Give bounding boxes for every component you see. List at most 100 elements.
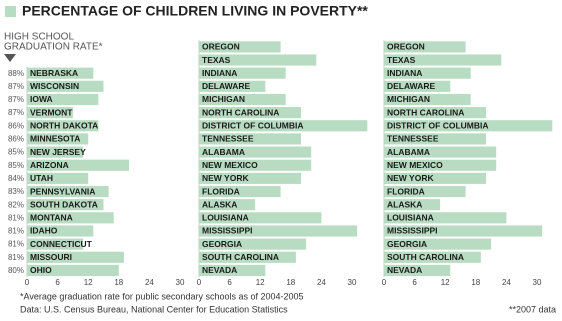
category-label: ALASKA [202,199,237,209]
bar [27,251,124,263]
bar [199,133,301,145]
bar [27,67,94,79]
x-tick-label: 6 [227,278,232,287]
bar [199,146,312,158]
graduation-rate: 87% [8,82,24,91]
bar [27,225,94,237]
category-label: NEBRASKA [30,68,78,78]
bar [384,212,507,224]
category-label: IOWA [30,94,53,104]
bar [384,159,497,171]
bar [199,107,301,119]
category-label: ALASKA [387,199,422,209]
category-label: NEVADA [387,265,422,275]
x-tick-label: 6 [412,278,417,287]
category-label: MINNESOTA [30,134,80,144]
category-label: MONTANA [30,213,73,223]
category-label: GEORGIA [387,239,427,249]
bar [384,199,441,211]
category-label: OHIO [30,265,52,275]
category-label: MICHIGAN [387,94,430,104]
category-label: DISTRICT OF COLUMBIA [387,121,489,131]
graduation-rate: 83% [8,187,24,196]
header-arrow [4,54,16,62]
category-label: NEW MEXICO [202,160,258,170]
bar [384,80,451,92]
bar [27,185,109,198]
graduation-rate: 82% [8,200,24,209]
category-label: MISSISSIPPI [202,226,253,236]
bar [27,199,104,211]
x-tick-label: 0 [197,278,202,287]
x-tick-label: 0 [25,278,30,287]
bar [384,133,486,145]
graduation-rate: 81% [8,227,24,236]
graduation-rate: 80% [8,266,24,275]
bar [199,54,317,66]
bar [384,67,471,79]
category-label: NEW YORK [202,173,249,183]
category-label: NORTH DAKOTA [30,121,98,131]
category-label: MISSISSIPPI [387,226,438,236]
bar [27,264,119,276]
bar [199,159,312,171]
x-tick-label: 0 [382,278,387,287]
bar [199,264,266,276]
graduation-rate: 86% [8,121,24,130]
category-label: ARIZONA [30,160,69,170]
bar [384,41,466,53]
bar [27,133,89,145]
bar [199,120,368,132]
x-tick-label: 30 [348,278,357,287]
footnote: *Average graduation rate for public seco… [20,291,304,301]
category-label: SOUTH CAROLINA [202,252,279,262]
x-tick-label: 18 [471,278,480,287]
category-label: CONNECTICUT [30,239,93,249]
graduation-rate: 85% [8,161,24,170]
bar [384,120,553,132]
category-label: TENNESSEE [387,134,439,144]
bar [199,41,281,53]
category-label: OREGON [387,42,425,52]
category-label: FLORIDA [387,186,425,196]
bar [384,238,492,250]
category-label: UTAH [30,173,53,183]
x-tick-label: 24 [317,278,326,287]
graduation-rate: 85% [8,148,24,157]
category-label: SOUTH CAROLINA [387,252,464,262]
bar [384,264,451,276]
bar [384,251,481,263]
bar [199,67,286,79]
graduation-rate: 81% [8,253,24,262]
graduation-rate: 81% [8,240,24,249]
bar [27,80,104,92]
title-swatch [5,6,16,17]
category-label: ALABAMA [202,147,245,157]
bar [199,199,256,211]
category-label: GEORGIA [202,239,242,249]
bar [27,159,129,171]
category-label: LOUISIANA [202,213,249,223]
x-tick-label: 12 [84,278,93,287]
x-tick-label: 18 [286,278,295,287]
category-label: DISTRICT OF COLUMBIA [202,121,304,131]
category-label: VERMONT [30,107,73,117]
x-tick-label: 24 [145,278,154,287]
bar [27,238,84,250]
category-label: NEW MEXICO [387,160,443,170]
bar [199,93,286,106]
bar [384,172,486,184]
category-label: PENNSYLVANIA [30,186,95,196]
header-line: GRADUATION RATE* [4,42,103,53]
bar [27,107,73,119]
category-label: TENNESSEE [202,134,254,144]
footnote: **2007 data [509,304,556,314]
category-label: NORTH CAROLINA [387,107,464,117]
x-tick-label: 12 [256,278,265,287]
category-label: TEXAS [202,55,231,65]
category-label: LOUISIANA [387,213,434,223]
bar [199,172,301,184]
bar [27,146,84,158]
bar [27,172,89,184]
